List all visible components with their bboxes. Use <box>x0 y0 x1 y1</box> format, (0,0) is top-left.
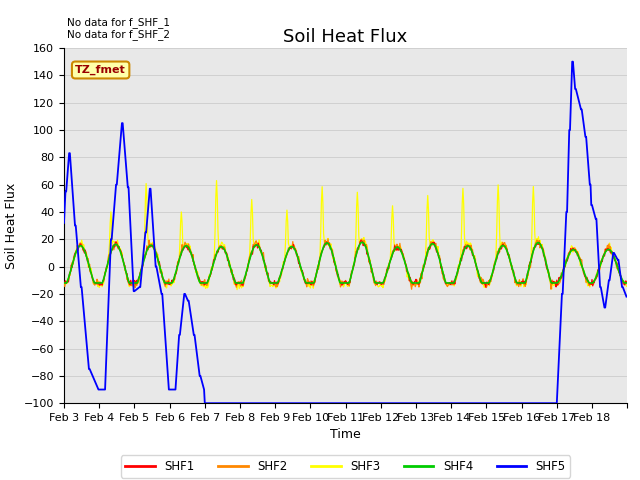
Text: No data for f_SHF_1: No data for f_SHF_1 <box>67 17 170 28</box>
X-axis label: Time: Time <box>330 429 361 442</box>
Title: Soil Heat Flux: Soil Heat Flux <box>284 28 408 47</box>
Y-axis label: Soil Heat Flux: Soil Heat Flux <box>5 182 19 269</box>
Text: TZ_fmet: TZ_fmet <box>76 65 126 75</box>
Text: No data for f_SHF_2: No data for f_SHF_2 <box>67 29 170 40</box>
Legend: SHF1, SHF2, SHF3, SHF4, SHF5: SHF1, SHF2, SHF3, SHF4, SHF5 <box>121 455 570 478</box>
